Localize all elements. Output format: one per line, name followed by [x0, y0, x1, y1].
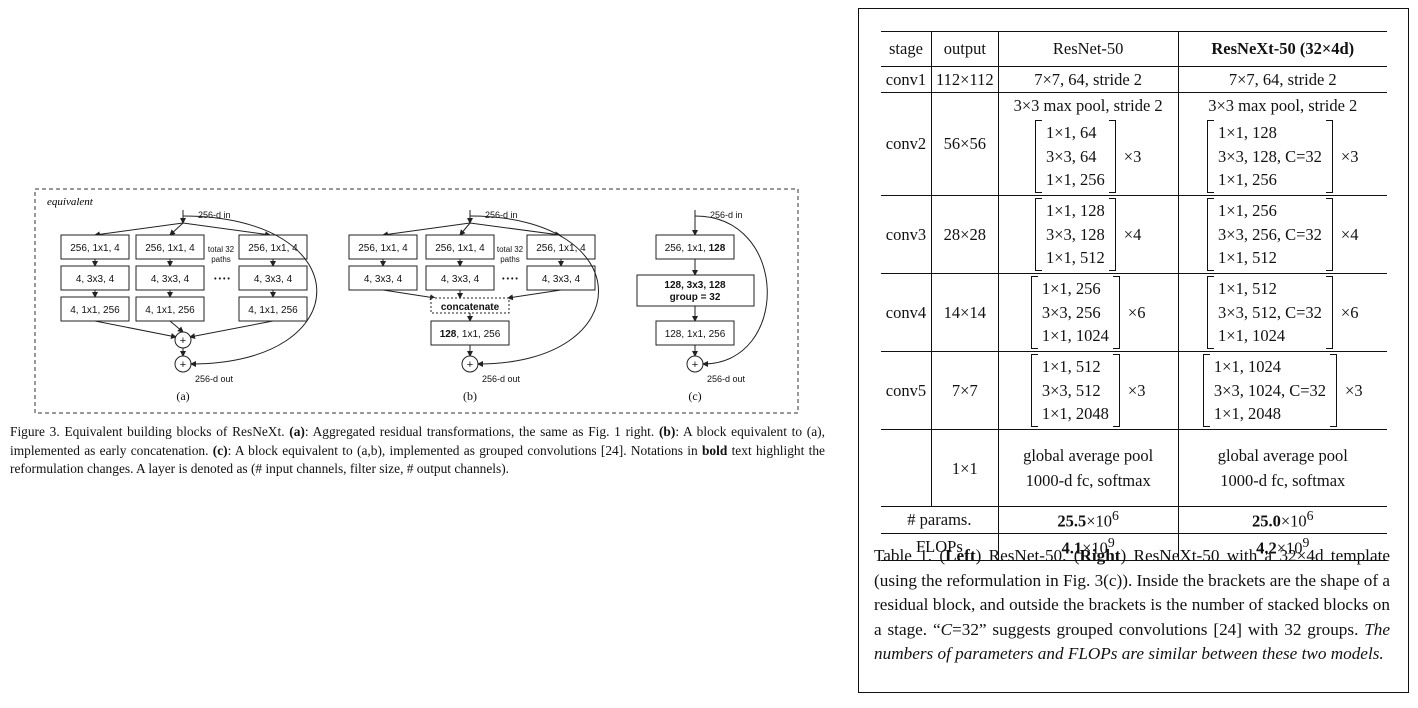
a-sub: (a) — [176, 389, 189, 403]
header-resnet: ResNet-50 — [997, 31, 1179, 67]
figure-caption: Figure 3. Equivalent building blocks of … — [10, 424, 825, 477]
a-sum-2: + — [180, 359, 186, 371]
flops-label: FLOPs — [881, 533, 999, 561]
resnet-pool-cell: 3×3 max pool, stride 2 — [997, 92, 1179, 118]
resnext-cell: global average pool 1000-d fc, softmax — [1177, 429, 1387, 507]
table-caption: Table 1. (Left) ResNet-50. (Right) ResNe… — [874, 546, 1390, 663]
b-in-label: 256-d in — [485, 210, 518, 220]
equivalent-label: equivalent — [47, 196, 94, 208]
table-row-conv2: 1×1, 64 3×3, 64 1×1, 256 ×3 1×1, 128 3×3, 12… — [881, 118, 1387, 196]
header-output: output — [930, 31, 999, 67]
table-row-flops: FLOPs 4.1×109 4.2×109 — [881, 533, 1387, 561]
header-resnext: ResNeXt-50 (32×4d) — [1177, 31, 1387, 67]
c-in-label: 256-d in — [710, 210, 743, 220]
table-row-conv1: conv1 112×112 7×7, 64, stride 2 7×7, 64,… — [881, 66, 1387, 93]
output-cell: 112×112 — [930, 66, 999, 93]
stage-cell: conv2 — [881, 92, 932, 196]
b-r1-3: 256, 1x1, 4 — [536, 243, 586, 254]
b-r1-2: 256, 1x1, 4 — [435, 243, 485, 254]
resnext-cell: 1×1, 128 3×3, 128, C=32 1×1, 256 ×3 — [1177, 118, 1387, 196]
a-in-label: 256-d in — [198, 210, 231, 220]
resnext-pool-cell: 3×3 max pool, stride 2 — [1177, 92, 1387, 118]
resnet-cell: 7×7, 64, stride 2 — [997, 66, 1179, 93]
a-paths-label: total 32 — [208, 245, 235, 254]
a-out-label: 256-d out — [195, 374, 234, 384]
svg-text:paths: paths — [211, 255, 231, 264]
a-sum-1: + — [180, 335, 186, 347]
b-sub: (b) — [463, 389, 477, 403]
resnext-cell: 7×7, 64, stride 2 — [1177, 66, 1387, 93]
a-dots: • • • • — [214, 276, 230, 283]
resnext-flops: 4.2×109 — [1177, 533, 1387, 561]
c-box2-l2: group = 32 — [670, 292, 721, 303]
stage-cell: conv5 — [881, 351, 932, 430]
stage-cell: conv3 — [881, 195, 932, 274]
b-final: 128, 1x1, 256 — [440, 329, 501, 340]
resnet-cell: 1×1, 128 3×3, 128 1×1, 512 ×4 — [997, 195, 1179, 274]
c-out-label: 256-d out — [707, 374, 746, 384]
output-cell: 14×14 — [930, 273, 999, 352]
resnext-params: 25.0×106 — [1177, 506, 1387, 534]
c-sub: (c) — [688, 389, 701, 403]
params-label: # params. — [881, 506, 999, 534]
stage-cell: conv4 — [881, 273, 932, 352]
b-sum: + — [467, 359, 473, 371]
header-stage: stage — [881, 31, 932, 67]
a-r2-3: 4, 3x3, 4 — [254, 274, 293, 285]
svg-text:total 32: total 32 — [497, 245, 524, 254]
b-r1-1: 256, 1x1, 4 — [358, 243, 408, 254]
a-r3-2: 4, 1x1, 256 — [145, 305, 195, 316]
table-row-params: # params. 25.5×106 25.0×106 — [881, 506, 1387, 534]
output-cell: 7×7 — [930, 351, 999, 430]
resnet-flops: 4.1×109 — [997, 533, 1179, 561]
resnext-table: stage output ResNet-50 ResNeXt-50 (32×4d… — [881, 31, 1387, 561]
b-concat: concatenate — [441, 302, 500, 313]
resnet-cell: 1×1, 64 3×3, 64 1×1, 256 ×3 — [997, 118, 1179, 196]
table-row-conv3: conv3 28×28 1×1, 128 3×3, 128 1×1, 512 ×4 1… — [881, 195, 1387, 274]
stage-cell: conv1 — [881, 66, 932, 93]
resnet-cell: 1×1, 512 3×3, 512 1×1, 2048 ×3 — [997, 351, 1179, 430]
table-row-conv4: conv4 14×14 1×1, 256 3×3, 256 1×1, 1024 ×6 … — [881, 273, 1387, 352]
resnet-cell: global average pool 1000-d fc, softmax — [997, 429, 1179, 507]
table-row-conv5: conv5 7×7 1×1, 512 3×3, 512 1×1, 2048 ×3 1×… — [881, 351, 1387, 430]
block-b: 256-d in 256, 1x1, 4 256, 1x1, 4 256, 1x… — [348, 210, 599, 403]
resnet-cell: 1×1, 256 3×3, 256 1×1, 1024 ×6 — [997, 273, 1179, 352]
b-r2-2: 4, 3x3, 4 — [441, 274, 480, 285]
b-r2-1: 4, 3x3, 4 — [364, 274, 403, 285]
table-row-pool: conv2 56×56 3×3 max pool, stride 2 3×3 m… — [881, 92, 1387, 196]
table-panel: stage output ResNet-50 ResNeXt-50 (32×4d… — [858, 8, 1409, 693]
a-r2-1: 4, 3x3, 4 — [76, 274, 115, 285]
c-box2-l1: 128, 3x3, 128 — [664, 280, 726, 291]
a-r1-2: 256, 1x1, 4 — [145, 243, 195, 254]
b-out-label: 256-d out — [482, 374, 521, 384]
output-cell: 1×1 — [930, 429, 999, 507]
resnet-params: 25.5×106 — [997, 506, 1179, 534]
output-cell: 28×28 — [930, 195, 999, 274]
c-box3: 128, 1x1, 256 — [665, 329, 726, 340]
resnext-cell: 1×1, 512 3×3, 512, C=32 1×1, 1024 ×6 — [1177, 273, 1387, 352]
a-r2-2: 4, 3x3, 4 — [151, 274, 190, 285]
svg-text:paths: paths — [500, 255, 520, 264]
a-r3-1: 4, 1x1, 256 — [70, 305, 120, 316]
b-dots: • • • • — [502, 276, 518, 283]
block-c: 256-d in 256, 1x1, 128 128, 3x3, 128 gro… — [636, 210, 768, 403]
table-header-row: stage output ResNet-50 ResNeXt-50 (32×4d… — [881, 31, 1387, 67]
c-sum: + — [692, 359, 698, 371]
a-r3-3: 4, 1x1, 256 — [248, 305, 298, 316]
figure-3-diagram: equivalent 256-d in 256, 1x1, 4 256, 1x1… — [34, 188, 799, 414]
equivalent-frame — [34, 188, 799, 414]
a-r1-3: 256, 1x1, 4 — [248, 243, 298, 254]
stage-cell — [881, 429, 932, 507]
a-r1-1: 256, 1x1, 4 — [70, 243, 120, 254]
b-r2-3: 4, 3x3, 4 — [542, 274, 581, 285]
table-row-fc: 1×1 global average pool 1000-d fc, softma… — [881, 429, 1387, 507]
resnext-cell: 1×1, 1024 3×3, 1024, C=32 1×1, 2048 ×3 — [1177, 351, 1387, 430]
block-a: 256-d in 256, 1x1, 4 256, 1x1, 4 256, 1x… — [60, 210, 318, 403]
c-box1: 256, 1x1, 128 — [665, 243, 726, 254]
resnext-cell: 1×1, 256 3×3, 256, C=32 1×1, 512 ×4 — [1177, 195, 1387, 274]
output-cell: 56×56 — [930, 92, 999, 196]
